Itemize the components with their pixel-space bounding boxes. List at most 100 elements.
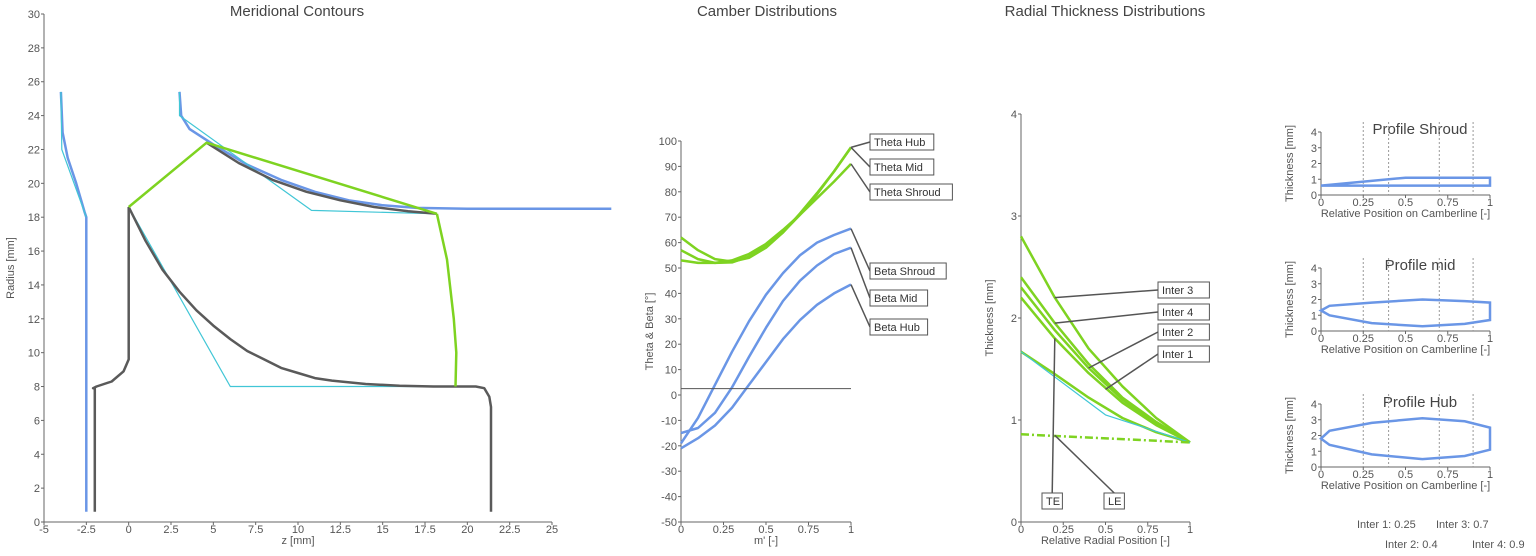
camber-distributions-xtick: 0.25	[713, 524, 734, 536]
radial-thickness-distributions-ylabel: Thickness [mm]	[984, 279, 996, 356]
label-box-inter-2	[1157, 323, 1210, 341]
series-shroud-wall-dark	[205, 141, 438, 216]
meridional-contours-xtick: 15	[377, 524, 389, 536]
label-beta-hub: Beta Hub	[874, 322, 920, 334]
label-theta-mid: Theta Mid	[874, 162, 923, 174]
series-inter-4	[1019, 276, 1191, 444]
profile-mid-ytick: 4	[1311, 263, 1317, 275]
series-beta-mid	[680, 246, 852, 435]
label-beta-mid: Beta Mid	[874, 293, 917, 305]
radial-thickness-distributions-chart: Radial Thickness Distributions 0 1 2 3 4 0 0.25…	[984, 3, 1210, 547]
series-hub	[1020, 350, 1191, 444]
radial-thickness-distributions-xtick: 0.75	[1137, 524, 1158, 536]
series-shroud-control	[178, 91, 437, 215]
radial-thickness-distributions-xtick: 0.25	[1053, 524, 1074, 536]
profile-hub-xlabel: Relative Position on Camberline [-]	[1321, 480, 1490, 492]
meridional-contours-ytick: 16	[28, 246, 40, 258]
leader-inter-1	[1105, 353, 1159, 391]
meridional-contours-ytick: 24	[28, 111, 40, 123]
series-inlet-wall-blue	[59, 91, 88, 512]
label-inter-1: Inter 1	[1162, 349, 1193, 361]
leader-theta-mid	[850, 146, 871, 168]
series-te	[1020, 433, 1191, 444]
series-hub-control	[128, 206, 456, 388]
radial-thickness-distributions-ytick: 0	[1011, 517, 1017, 529]
meridional-contours-xtick: 25	[546, 524, 558, 536]
series-shroud-contour	[178, 91, 612, 210]
label-box-beta-hub	[869, 318, 929, 336]
meridional-contours-xtick: 7.5	[248, 524, 263, 536]
meridional-contours-xtick: 20	[461, 524, 473, 536]
profile-mid-ytick: 2	[1311, 295, 1317, 307]
series-theta-shroud	[680, 163, 852, 265]
meridional-contours-ytick: 14	[28, 280, 40, 292]
label-te: TE	[1046, 496, 1060, 508]
meridional-contours-ytick: 20	[28, 178, 40, 190]
radial-thickness-distributions-ytick: 1	[1011, 415, 1017, 427]
camber-distributions-ytick: -30	[661, 466, 677, 478]
meridional-contours-xtick: 17.5	[414, 524, 435, 536]
meridional-contours-ytick: 22	[28, 144, 40, 156]
camber-distributions-ytick: 70	[665, 212, 677, 224]
profile-mid-xtick: 0	[1318, 333, 1324, 345]
profile-mid-xtick: 1	[1487, 333, 1493, 345]
camber-distributions-ylabel: Theta & Beta [°]	[644, 293, 656, 371]
camber-distributions-ytick: 20	[665, 339, 677, 351]
label-inter-2: Inter 2	[1162, 327, 1193, 339]
profile-hub-xtick: 0	[1318, 469, 1324, 481]
radial-thickness-distributions-ytick: 2	[1011, 313, 1017, 325]
series-hub-curve-dark	[127, 206, 493, 512]
meridional-contours-xtick: 10	[292, 524, 304, 536]
label-box-theta-mid	[869, 158, 935, 176]
meridional-contours-xtick: 0	[126, 524, 132, 536]
leader-beta-hub	[850, 284, 871, 328]
camber-distributions-ytick: 90	[665, 161, 677, 173]
camber-distributions-xlabel: m' [-]	[754, 535, 778, 547]
profile-hub-ytick: 1	[1311, 446, 1317, 458]
camber-distributions-ytick: 80	[665, 187, 677, 199]
meridional-contours-ytick: 18	[28, 212, 40, 224]
series-inter-1	[1020, 296, 1191, 444]
profile-mid-profile-outline	[1318, 298, 1492, 328]
guide-legend-2: Inter 2: 0.4	[1385, 539, 1438, 551]
series-hub-control	[1020, 351, 1191, 443]
profile-shroud-xlabel: Relative Position on Camberline [-]	[1321, 208, 1490, 220]
profile-hub-ytick: 4	[1311, 399, 1317, 411]
meridional-contours-ytick: 2	[34, 483, 40, 495]
profile-shroud-ytick: 0	[1311, 190, 1317, 202]
camber-distributions-ytick: -20	[661, 441, 677, 453]
camber-distributions-xtick: 0.5	[758, 524, 773, 536]
leader-beta-shroud	[850, 228, 871, 272]
label-inter-3: Inter 3	[1162, 285, 1193, 297]
meridional-contours-ytick: 0	[34, 517, 40, 529]
profile-hub-ytick: 2	[1311, 431, 1317, 443]
radial-thickness-distributions-xlabel: Relative Radial Position [-]	[1041, 535, 1170, 547]
camber-distributions-ytick: 30	[665, 314, 677, 326]
leader-theta-shroud	[850, 163, 871, 193]
camber-distributions-ytick: -40	[661, 492, 677, 504]
profile-shroud-xtick: 1	[1487, 197, 1493, 209]
leader-theta-hub	[850, 141, 871, 149]
label-box-inter-1	[1157, 345, 1210, 363]
meridional-contours-ytick: 6	[34, 415, 40, 427]
meridional-contours-ylabel: Radius [mm]	[5, 237, 17, 299]
series-trailing-edge	[435, 213, 458, 387]
label-box-inter-4	[1157, 303, 1210, 321]
profile-hub-profile-outline	[1319, 416, 1492, 461]
series-inter-3	[1019, 235, 1191, 444]
profile-shroud-ytick: 2	[1311, 159, 1317, 171]
camber-distributions-title: Camber Distributions	[697, 3, 837, 20]
meridional-contours-ytick: 26	[28, 77, 40, 89]
profile-mid-xtick: 0.5	[1398, 333, 1413, 345]
profile-shroud-xtick: 0.25	[1353, 197, 1374, 209]
meridional-contours-xtick: 2.5	[163, 524, 178, 536]
series-hub-wall-dark	[91, 207, 130, 512]
series-inlet-wall-cyan	[60, 91, 87, 218]
profile-hub-title: Profile Hub	[1383, 394, 1457, 411]
meridional-contours-ytick: 8	[34, 382, 40, 394]
profile-mid-xlabel: Relative Position on Camberline [-]	[1321, 344, 1490, 356]
label-theta-hub: Theta Hub	[874, 137, 925, 149]
guide-legend-4: Inter 4: 0.9	[1472, 539, 1525, 551]
